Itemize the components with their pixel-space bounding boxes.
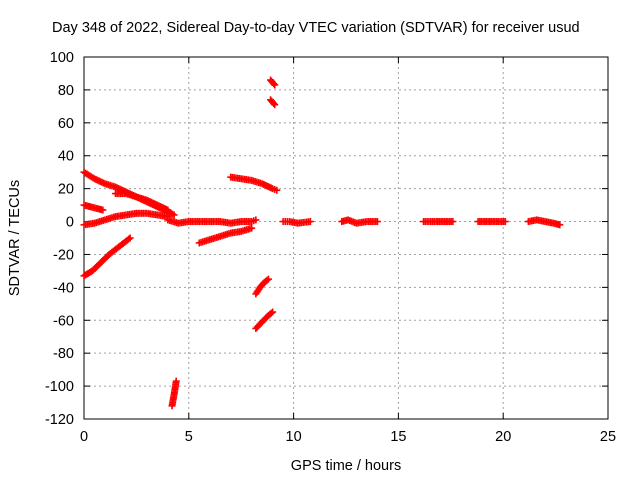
data-point <box>269 308 277 316</box>
grid-layer <box>84 57 608 419</box>
x-tick-label: 15 <box>390 429 406 445</box>
data-point <box>164 206 172 214</box>
tick-layer: 0 5 10 15 20 25 -120 -100 -80 -60 -40 -20 0 20 40 60 80 1… <box>45 50 616 445</box>
y-tick-label: 40 <box>58 149 74 165</box>
data-point <box>252 216 260 224</box>
data-point-interp <box>125 235 133 243</box>
y-tick-label: -20 <box>53 247 74 263</box>
data-point-interp <box>263 276 271 284</box>
data-point <box>248 224 256 232</box>
y-axis-label: SDTVAR / TECUs <box>7 180 23 296</box>
data-point <box>170 211 178 219</box>
x-tick-label: 20 <box>495 429 511 445</box>
data-point <box>126 234 134 242</box>
x-tick-label: 5 <box>185 429 193 445</box>
data-point <box>306 218 314 226</box>
plot-frame <box>83 56 609 420</box>
data-point-interp <box>267 309 275 317</box>
data-point <box>271 81 279 89</box>
x-tick-label: 0 <box>80 429 88 445</box>
y-tick-label: -80 <box>53 346 74 362</box>
data-point <box>373 218 381 226</box>
data-point <box>264 275 272 283</box>
marks-layer <box>80 76 564 410</box>
y-tick-label: 100 <box>50 50 74 66</box>
y-tick-label: 80 <box>58 83 74 99</box>
data-point <box>449 218 457 226</box>
data-point <box>99 206 107 214</box>
data-point-interp <box>270 80 278 88</box>
y-tick-label: 20 <box>58 182 74 198</box>
y-tick-label: -120 <box>45 412 74 428</box>
data-point <box>556 221 564 229</box>
y-tick-label: -60 <box>53 313 74 329</box>
data-point <box>501 218 509 226</box>
data-point <box>273 186 281 194</box>
x-tick-label: 10 <box>286 429 302 445</box>
chart-title: Day 348 of 2022, Sidereal Day-to-day VTE… <box>52 20 580 36</box>
data-point <box>172 377 180 385</box>
y-tick-label: 60 <box>58 116 74 132</box>
x-axis-label: GPS time / hours <box>291 458 401 474</box>
y-tick-label: -100 <box>45 379 74 395</box>
data-point-interp <box>270 99 278 107</box>
y-tick-label: 0 <box>66 215 74 231</box>
data-point <box>271 101 279 109</box>
x-tick-label: 25 <box>600 429 616 445</box>
y-tick-label: -40 <box>53 280 74 296</box>
